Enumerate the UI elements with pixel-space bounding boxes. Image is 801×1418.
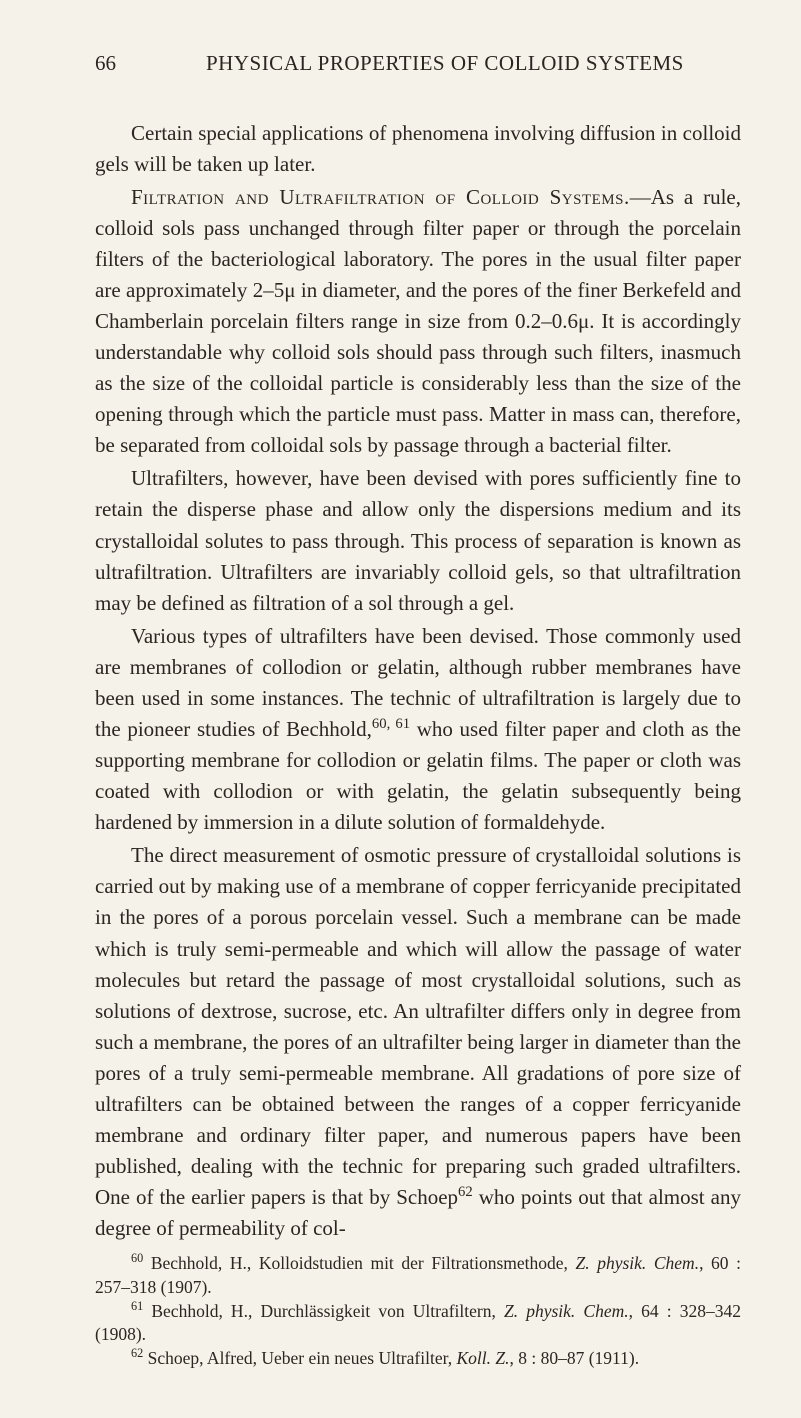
- footnote-61: 61 Bechhold, H., Durchlässigkeit von Ult…: [95, 1300, 741, 1347]
- page-header: 66 PHYSICAL PROPERTIES OF COLLOID SYSTEM…: [95, 48, 741, 80]
- footnote-60-journal: Z. physik. Chem.: [576, 1253, 700, 1273]
- footnote-60: 60 Bechhold, H., Kolloidstudien mit der …: [95, 1252, 741, 1299]
- page-title: PHYSICAL PROPERTIES OF COLLOID SYSTEMS: [206, 48, 684, 80]
- superscript-ref-62: 62: [458, 1184, 473, 1200]
- footnote-60-text-a: Bechhold, H., Kolloidstudien mit der Fil…: [143, 1253, 575, 1273]
- paragraph-4: Various types of ultrafilters have been …: [95, 621, 741, 839]
- paragraph-3-text: Ultrafilters, however, have been devised…: [95, 466, 741, 614]
- paragraph-2: Filtration and Ultrafiltration of Colloi…: [95, 182, 741, 462]
- footnote-60-number: 60: [131, 1251, 143, 1265]
- paragraph-2-heading: Filtration and Ultrafiltration of Colloi…: [131, 185, 630, 209]
- paragraph-5-text-a: The direct measurement of osmotic pressu…: [95, 843, 741, 1209]
- paragraph-3: Ultrafilters, however, have been devised…: [95, 463, 741, 618]
- footnote-62-journal: Koll. Z.: [456, 1348, 509, 1368]
- footnote-62-text-a: Schoep, Alfred, Ueber ein neues Ultrafil…: [143, 1348, 456, 1368]
- footnote-61-number: 61: [131, 1299, 143, 1313]
- page-container: 66 PHYSICAL PROPERTIES OF COLLOID SYSTEM…: [0, 0, 801, 1418]
- paragraph-1: Certain special applications of phenomen…: [95, 118, 741, 180]
- footnote-62-number: 62: [131, 1346, 143, 1360]
- footnotes-block: 60 Bechhold, H., Kolloidstudien mit der …: [95, 1252, 741, 1370]
- paragraph-2-text: —As a rule, colloid sols pass unchanged …: [95, 185, 741, 458]
- page-number: 66: [95, 48, 116, 80]
- superscript-ref-60-61: 60, 61: [372, 716, 410, 732]
- footnote-62-text-b: , 8 : 80–87 (1911).: [509, 1348, 639, 1368]
- paragraph-5: The direct measurement of osmotic pressu…: [95, 840, 741, 1244]
- footnote-62: 62 Schoep, Alfred, Ueber ein neues Ultra…: [95, 1347, 741, 1371]
- paragraph-1-text: Certain special applications of phenomen…: [95, 121, 741, 176]
